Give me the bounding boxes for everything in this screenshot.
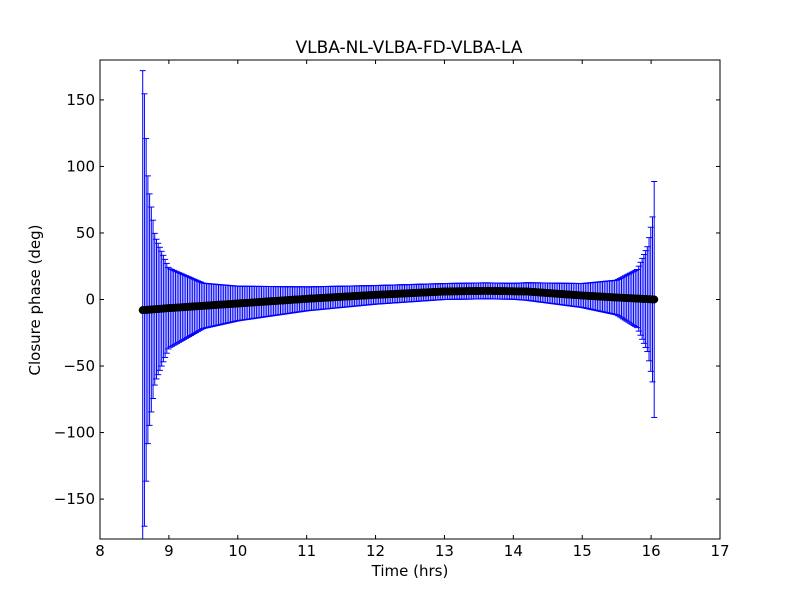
y-tick-label: −150 [54,490,95,508]
x-tick-label: 9 [164,542,174,560]
x-tick-label: 15 [573,542,592,560]
y-tick-label: 150 [66,91,95,109]
axis-ticks: 8 9 10 11 12 13 14 15 16 17 −150 −100 −50 0 50 100 150 [54,60,730,560]
y-tick-label: −50 [63,357,95,375]
y-tick-label: 50 [76,224,95,242]
x-tick-label: 17 [710,542,729,560]
error-bars [139,70,658,539]
y-tick-label: 100 [66,157,95,175]
data-point [650,295,659,304]
data-markers [138,286,659,315]
x-tick-label: 8 [95,542,105,560]
x-tick-label: 13 [435,542,454,560]
y-axis-label: Closure phase (deg) [26,225,44,376]
x-tick-label: 11 [297,542,316,560]
x-tick-label: 14 [504,542,523,560]
x-tick-label: 10 [228,542,247,560]
y-tick-label: −100 [54,424,95,442]
x-tick-label: 12 [366,542,385,560]
y-tick-label: 0 [85,291,95,309]
x-tick-label: 16 [642,542,661,560]
chart-title: VLBA-NL-VLBA-FD-VLBA-LA [296,38,523,58]
x-axis-label: Time (hrs) [371,562,449,580]
